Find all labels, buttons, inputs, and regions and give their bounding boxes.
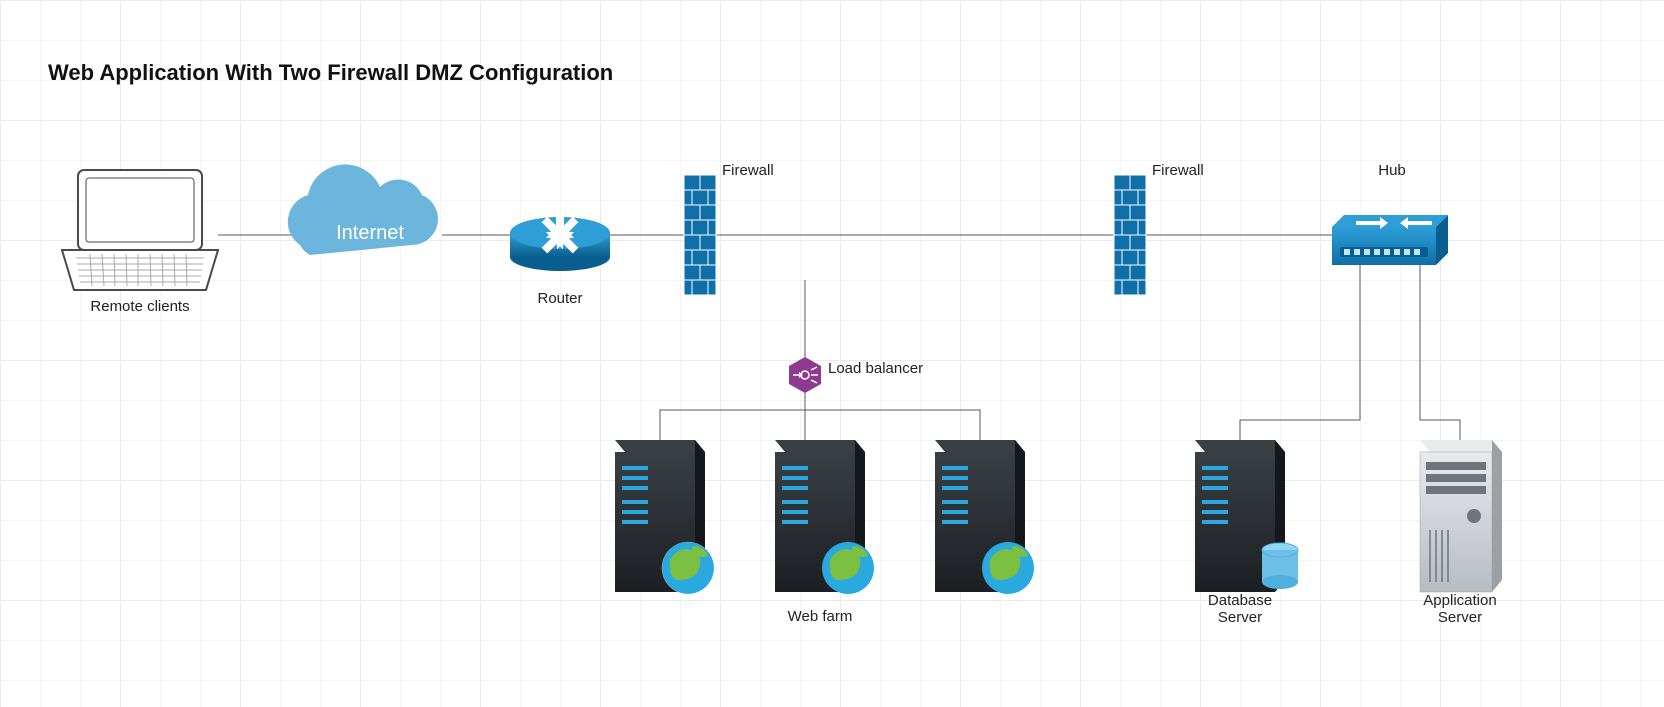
label-db-server: Database Server <box>1190 592 1290 626</box>
label-hub: Hub <box>1362 162 1422 179</box>
label-app-server: Application Server <box>1410 592 1510 626</box>
label-web-farm: Web farm <box>770 608 870 625</box>
label-load-balancer: Load balancer <box>828 360 948 377</box>
diagram-title: Web Application With Two Firewall DMZ Co… <box>48 60 613 86</box>
label-router: Router <box>520 290 600 307</box>
diagram-canvas: Web Application With Two Firewall DMZ Co… <box>0 0 1664 707</box>
label-firewall2: Firewall <box>1152 162 1222 179</box>
label-remote-clients: Remote clients <box>80 298 200 315</box>
label-firewall1: Firewall <box>722 162 792 179</box>
